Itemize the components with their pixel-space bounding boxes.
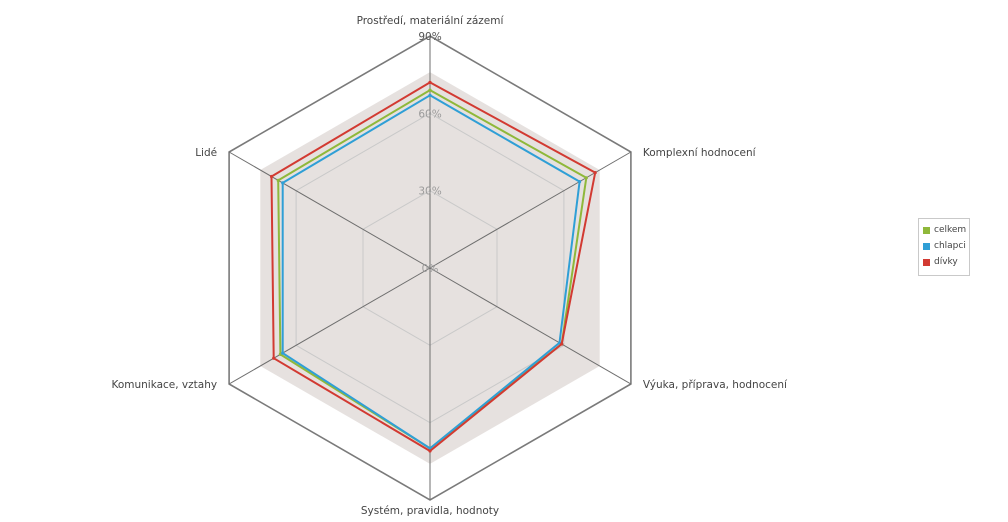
data-point — [269, 174, 274, 179]
radar-labels: 0% 30% 60% 90% Prostředí, materiální zázemí K… — [111, 15, 788, 517]
category-label: Výuka, příprava, hodnocení — [643, 379, 788, 391]
data-point — [578, 180, 582, 184]
data-point — [428, 80, 432, 84]
legend-label: dívky — [934, 257, 958, 267]
data-point — [428, 88, 432, 92]
data-point — [560, 342, 564, 346]
data-point — [272, 356, 276, 360]
axis-spoke — [228, 267, 431, 385]
category-label: Komunikace, vztahy — [111, 379, 217, 391]
category-label: Komplexní hodnocení — [643, 147, 757, 159]
data-point — [281, 351, 285, 355]
axis-spoke — [429, 267, 632, 385]
data-point — [428, 449, 432, 453]
legend-label: celkem — [934, 225, 967, 235]
data-point — [428, 93, 432, 97]
data-point — [281, 181, 285, 185]
radar-grid — [228, 35, 632, 501]
legend-swatch — [923, 242, 930, 250]
legend-item[interactable]: celkem — [923, 222, 967, 238]
legend-item[interactable]: dívky — [923, 254, 965, 270]
data-point — [276, 178, 280, 182]
legend-label: chlapci — [934, 241, 966, 251]
radar-series — [269, 80, 597, 453]
category-label: Systém, pravidla, hodnoty — [361, 505, 499, 517]
data-point — [593, 171, 597, 175]
legend-swatch — [923, 258, 930, 266]
category-label: Prostředí, materiální zázemí — [357, 15, 505, 27]
data-point — [584, 176, 588, 180]
legend-item[interactable]: chlapci — [923, 238, 966, 254]
tick-label: 90% — [418, 31, 441, 43]
axis-spoke — [429, 151, 632, 269]
legend-swatch — [923, 226, 930, 234]
tick-label: 30% — [418, 186, 441, 198]
legend: celkem chlapci dívky — [918, 218, 970, 276]
category-label: Lidé — [195, 147, 217, 159]
axis-spoke — [228, 151, 431, 269]
tick-label: 60% — [418, 108, 441, 120]
tick-label: 0% — [422, 263, 439, 275]
